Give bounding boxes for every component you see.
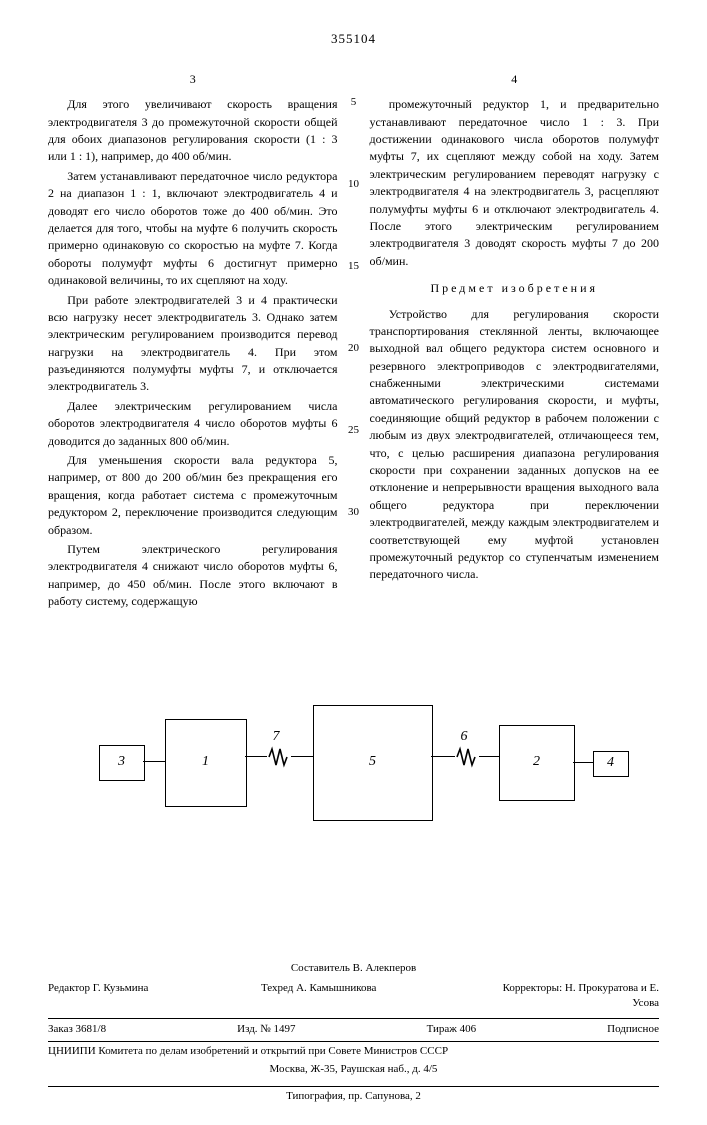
block-diagram: 3 1 5 2 4 7 6 [99,641,609,841]
gutter-num: 15 [344,259,364,275]
coupling-icon [267,745,291,769]
line-number-gutter: 5 10 15 20 25 30 [344,95,364,587]
gutter-num: 5 [344,95,364,111]
diagram-connector [573,762,593,764]
order-num: Заказ 3681/8 [48,1022,106,1038]
claim-title: Предмет изобретения [370,280,660,297]
gutter-num: 20 [344,341,364,357]
tech-line: Техред А. Камышникова [261,981,376,1013]
diagram-connector [431,756,455,758]
paragraph: Для этого увеличивают скорость вращения … [48,96,338,166]
address-line: Москва, Ж-35, Раушская наб., д. 4/5 [48,1062,659,1078]
paragraph: Путем электрического регулирования элект… [48,541,338,611]
editor-line: Редактор Г. Кузьмина [48,981,148,1013]
paragraph: промежуточный редуктор 1, и предваритель… [370,96,660,270]
left-column: 3 Для этого увеличивают скорость вращени… [48,71,338,613]
text-columns: 5 10 15 20 25 30 3 Для этого увеличивают… [48,71,659,613]
column-page-number-right: 4 [370,71,660,88]
organization-line: ЦНИИПИ Комитета по делам изобретений и о… [48,1044,659,1060]
gutter-num: 30 [344,505,364,521]
correctors-line: Корректоры: Н. Прокуратова и Е. Усова [489,981,659,1013]
subscription: Подписное [607,1022,659,1038]
diagram-node-3: 3 [99,745,145,781]
right-column: 4 промежуточный редуктор 1, и предварите… [370,71,660,613]
column-page-number-left: 3 [48,71,338,88]
diagram-connector [143,761,165,763]
coupling-icon [455,745,479,769]
document-number: 355104 [48,30,659,49]
paragraph: Затем устанавливают передаточное число р… [48,168,338,290]
gutter-num: 25 [344,423,364,439]
paragraph: Для уменьшения скорости вала редуктора 5… [48,452,338,539]
paragraph: Устройство для регулирования скорости тр… [370,306,660,584]
diagram-connector [291,756,313,758]
imprint-footer: Составитель В. Алекперов Редактор Г. Куз… [48,961,659,1106]
typography-line: Типография, пр. Сапунова, 2 [48,1089,659,1105]
coupling-label-6: 6 [461,727,468,747]
gutter-num: 10 [344,177,364,193]
diagram-connector [245,756,267,758]
diagram-connector [479,756,499,758]
print-run: Тираж 406 [427,1022,477,1038]
edition-num: Изд. № 1497 [237,1022,295,1038]
diagram-node-4: 4 [593,751,629,777]
diagram-node-1: 1 [165,719,247,807]
paragraph: Далее электрическим регулированием числа… [48,398,338,450]
diagram-node-2: 2 [499,725,575,801]
compiler-line: Составитель В. Алекперов [48,961,659,977]
coupling-label-7: 7 [273,727,280,747]
paragraph: При работе электродвигателей 3 и 4 практ… [48,292,338,396]
diagram-node-5: 5 [313,705,433,821]
